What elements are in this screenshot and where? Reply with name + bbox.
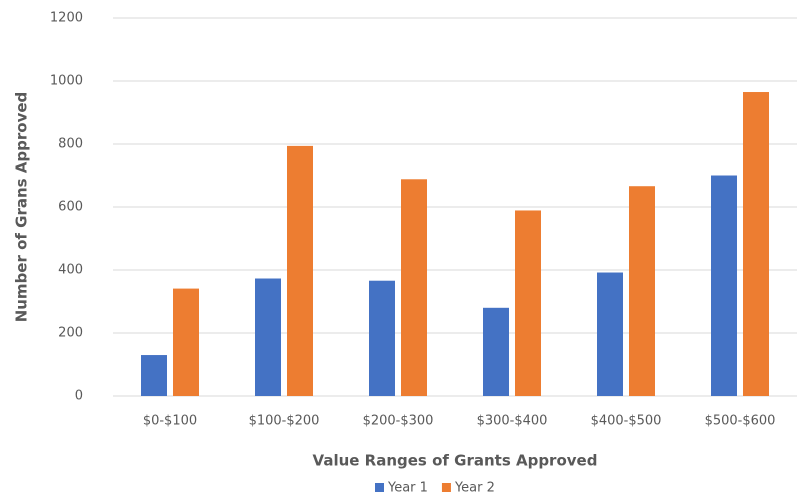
- y-tick-label: 200: [58, 326, 83, 341]
- bar: [255, 278, 281, 396]
- y-tick-label: 800: [58, 137, 83, 152]
- x-tick-label: $100-$200: [249, 414, 320, 429]
- y-tick-label: 1000: [50, 74, 83, 89]
- bar: [287, 145, 313, 396]
- bar: [743, 92, 769, 397]
- legend-swatch: [441, 483, 451, 492]
- x-tick-label: $0-$100: [143, 414, 197, 429]
- bar: [597, 272, 623, 396]
- y-axis-title: Number of Grans Approved: [13, 92, 31, 323]
- y-tick-label: 600: [58, 200, 83, 215]
- bar: [141, 355, 167, 396]
- bar: [483, 307, 509, 396]
- y-tick-label: 0: [75, 389, 83, 404]
- bar: [515, 210, 541, 396]
- y-tick-label: 1200: [50, 11, 83, 26]
- bar: [369, 280, 395, 396]
- bar: [173, 288, 199, 396]
- bar: [711, 175, 737, 396]
- x-tick-label: $200-$300: [363, 414, 434, 429]
- bar: [401, 179, 427, 396]
- legend-label: Year 2: [454, 481, 495, 496]
- x-tick-label: $400-$500: [591, 414, 662, 429]
- y-tick-label: 400: [58, 263, 83, 278]
- bar: [629, 186, 655, 396]
- x-axis-title: Value Ranges of Grants Approved: [313, 452, 598, 470]
- x-tick-label: $300-$400: [477, 414, 548, 429]
- x-tick-label: $500-$600: [705, 414, 776, 429]
- legend-label: Year 1: [387, 481, 428, 496]
- legend-swatch: [375, 483, 384, 492]
